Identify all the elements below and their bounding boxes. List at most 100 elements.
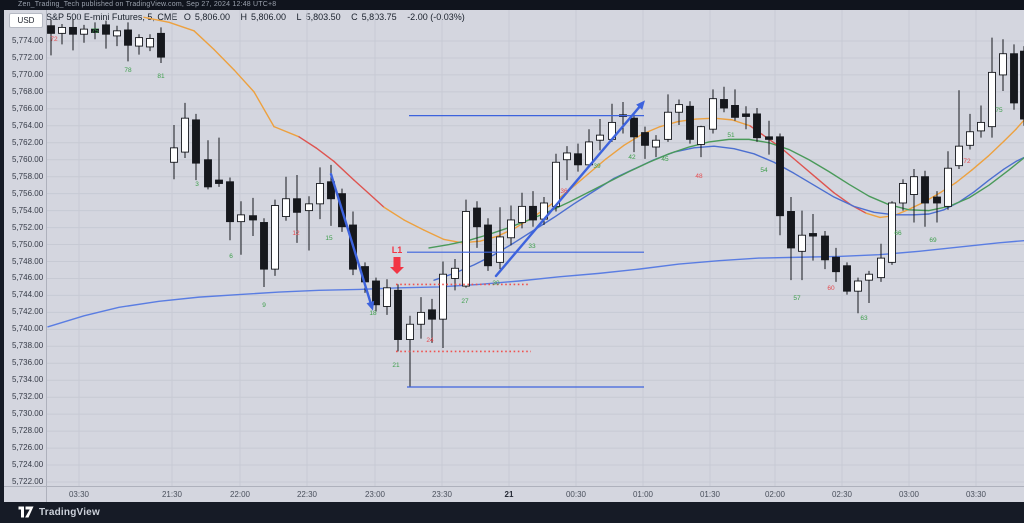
candle-down [742, 113, 750, 117]
candle-down [47, 25, 55, 34]
price-tick-label: 5,740.00 [12, 324, 44, 334]
price-tick-label: 5,738.00 [12, 341, 44, 351]
bar-count: 51 [727, 132, 735, 139]
ohlc-close: C 5,803.75 [351, 12, 397, 22]
attribution-bar: Zen_Trading_Tech published on TradingVie… [0, 0, 1024, 10]
bar-count: 57 [793, 295, 801, 302]
candle-up [237, 214, 245, 223]
chart-area[interactable]: S&P 500 E-mini Futures, 5, CME O 5,806.00… [4, 10, 1024, 502]
candle-up [146, 38, 154, 48]
candle-down [574, 153, 582, 166]
price-axis[interactable]: 5,774.00 5,772.00 5,770.00 5,768.00 5,766.00… [4, 10, 46, 486]
candle-down [731, 105, 739, 118]
bar-count: 24 [426, 337, 434, 344]
bar-count: 42 [628, 154, 636, 161]
candle-down [91, 28, 99, 33]
tradingview-logo-text: TradingView [39, 506, 100, 518]
candle-up [966, 131, 974, 146]
price-tick-label: 5,754.00 [12, 205, 44, 215]
candle-up [80, 28, 88, 35]
time-tick-label: 01:30 [699, 490, 721, 499]
candle-up [563, 152, 571, 161]
candle-down [293, 198, 301, 213]
candle-down [394, 289, 402, 340]
candle-up [675, 104, 683, 113]
candle-down [473, 207, 481, 228]
candle-up [170, 147, 178, 163]
bar-count: 9 [262, 302, 266, 309]
bar-count: 66 [894, 230, 902, 237]
time-tick-label: 21 [504, 490, 514, 499]
candle-down [630, 117, 638, 138]
candle-up [316, 183, 324, 205]
bar-count: 63 [860, 315, 868, 322]
candle-up [697, 126, 705, 145]
candle-up [664, 111, 672, 140]
price-tick-label: 5,748.00 [12, 256, 44, 266]
ohlc-high: H 5,806.00 [240, 12, 287, 22]
bar-count: 12 [292, 230, 300, 237]
price-tick-label: 5,726.00 [12, 443, 44, 453]
time-axis[interactable]: 03:30 21:30 22:00 22:30 23:00 23:30 21 00:30 01:… [4, 487, 1024, 502]
candle-up [585, 141, 593, 166]
time-tick-label: 22:00 [229, 490, 251, 499]
candle-down [765, 136, 773, 140]
candle-down [641, 132, 649, 146]
candle-down [215, 179, 223, 184]
price-axis-separator [46, 10, 47, 502]
price-tick-label: 5,730.00 [12, 409, 44, 419]
ma-green-line [428, 138, 1024, 249]
candle-up [383, 287, 391, 307]
bar-count: 30 [492, 280, 500, 287]
bar-count: 33 [528, 243, 536, 250]
bar-count: 36 [560, 188, 568, 195]
candle-up [944, 167, 952, 207]
candle-up [798, 234, 806, 252]
candle-up [552, 161, 560, 207]
bar-count: 69 [929, 237, 937, 244]
tradingview-logo-icon [18, 506, 34, 518]
candle-down [720, 99, 728, 109]
candle-up [406, 323, 414, 340]
bar-count: 75 [91, 28, 99, 35]
candle-up [58, 26, 66, 34]
time-tick-label: 02:30 [831, 490, 853, 499]
candle-up [877, 257, 885, 279]
time-tick-label: 00:30 [565, 490, 587, 499]
bar-count: 45 [661, 156, 669, 163]
price-tick-label: 5,734.00 [12, 375, 44, 385]
candle-up [282, 198, 290, 218]
candle-up [910, 176, 918, 195]
bar-count: 6 [229, 253, 233, 260]
candle-down [157, 32, 165, 58]
candle-down [753, 113, 761, 139]
candle-down [776, 136, 784, 217]
candle-down [372, 280, 380, 306]
candle-up [135, 37, 143, 47]
attribution-text: Zen_Trading_Tech published on TradingVie… [18, 1, 277, 8]
candle-down [69, 26, 77, 35]
ohlc-change: -2.00 (-0.03%) [407, 12, 465, 22]
candle-down [843, 265, 851, 292]
candle-up [888, 202, 896, 263]
price-tick-label: 5,760.00 [12, 154, 44, 164]
candle-down [686, 105, 694, 140]
time-axis-separator [4, 486, 1024, 487]
price-tick-label: 5,774.00 [12, 36, 44, 45]
drawings [329, 100, 645, 388]
currency-button[interactable]: USD [9, 13, 43, 28]
candle-up [451, 267, 459, 279]
bar-count: 60 [827, 285, 835, 292]
tradingview-logo[interactable]: TradingView [18, 506, 100, 518]
candle-down [1010, 53, 1018, 104]
candle-down [226, 181, 234, 223]
candle-up [305, 203, 313, 212]
candle-up [271, 205, 279, 270]
symbol-legend: S&P 500 E-mini Futures, 5, CME O 5,806.00… [46, 12, 469, 22]
candle-up [955, 145, 963, 167]
ohlc-open: O 5,806.00 [183, 12, 230, 22]
time-tick-label: 02:00 [764, 490, 786, 499]
price-tick-label: 5,722.00 [12, 477, 44, 486]
candle-up [865, 273, 873, 281]
